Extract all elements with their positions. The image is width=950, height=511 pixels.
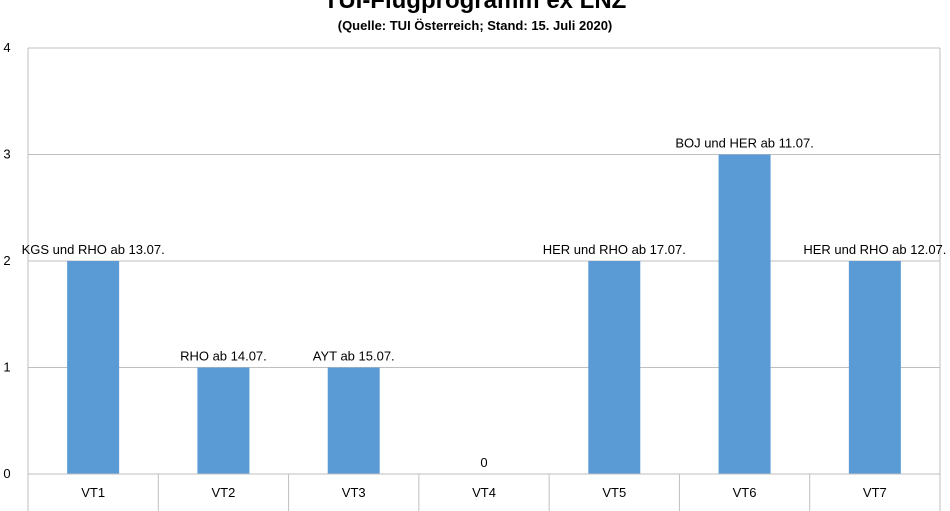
- data-label-vt5: HER und RHO ab 17.07.: [543, 242, 686, 257]
- bar-vt6: [718, 154, 771, 474]
- bar-vt5: [588, 261, 641, 474]
- x-tick-label: VT6: [733, 485, 757, 500]
- data-labels: KGS und RHO ab 13.07. RHO ab 14.07. AYT ab…: [22, 136, 947, 471]
- x-tick-label: VT7: [863, 485, 887, 500]
- x-tick-label: VT2: [212, 485, 236, 500]
- gridlines: [27, 47, 941, 511]
- chart-subtitle: (Quelle: TUI Österreich; Stand: 15. Juli…: [338, 18, 613, 33]
- y-tick-label: 0: [3, 466, 10, 481]
- x-axis: VT1 VT2 VT3 VT4 VT5 VT6 VT7: [28, 473, 940, 511]
- bar-vt1: [67, 261, 120, 474]
- y-tick-label: 3: [3, 147, 10, 162]
- bar-vt3: [327, 367, 380, 474]
- chart-title: TUI-Flugprogramm ex LNZ: [324, 0, 627, 14]
- bars: [67, 154, 901, 474]
- data-label-vt3: AYT ab 15.07.: [313, 349, 395, 364]
- data-label-vt7: HER und RHO ab 12.07.: [803, 242, 946, 257]
- x-tick-label: VT4: [472, 485, 496, 500]
- y-axis: 0 1 2 3 4: [3, 40, 10, 481]
- data-label-vt4: 0: [480, 455, 487, 470]
- x-tick-label: VT3: [342, 485, 366, 500]
- bar-vt2: [197, 367, 250, 474]
- x-tick-label: VT1: [81, 485, 105, 500]
- data-label-vt2: RHO ab 14.07.: [180, 349, 267, 364]
- x-tick-label: VT5: [602, 485, 626, 500]
- y-tick-label: 2: [3, 253, 10, 268]
- data-label-vt1: KGS und RHO ab 13.07.: [22, 242, 165, 257]
- y-tick-label: 1: [3, 360, 10, 375]
- y-tick-label: 4: [3, 40, 10, 55]
- data-label-vt6: BOJ und HER ab 11.07.: [675, 136, 814, 151]
- bar-vt7: [848, 261, 901, 474]
